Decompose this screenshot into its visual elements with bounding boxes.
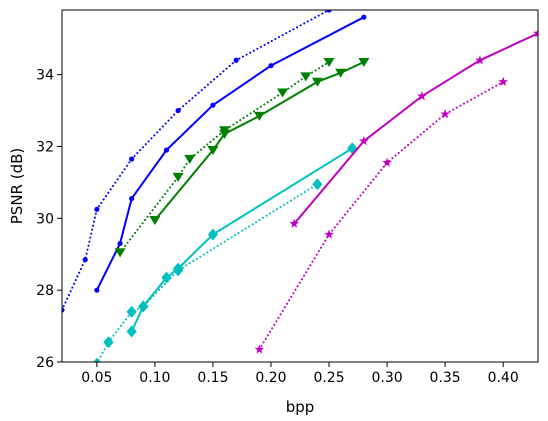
data-point [163,147,170,153]
data-point [335,68,347,78]
data-point [126,325,137,338]
data-point [161,271,172,284]
series-3 [149,57,370,226]
data-point [175,107,181,114]
data-point [253,111,265,121]
data-point [219,129,231,139]
series-6 [254,76,508,354]
data-point [326,10,332,13]
series-0 [62,10,332,313]
series-line [130,147,353,332]
data-point [268,63,274,69]
y-axis-label: PSNR (dB) [8,148,26,225]
y-axis: 26 28 30 32 34 [36,68,62,371]
data-point [324,229,334,239]
data-point [210,102,216,108]
data-point [533,28,538,38]
data-point [382,157,392,167]
data-point [114,248,126,258]
data-point [82,257,88,263]
series-line [258,80,505,351]
x-tick-label: 0.30 [371,370,402,386]
data-point [312,178,323,191]
data-point [358,57,370,68]
data-point [103,336,114,349]
series-line [62,10,331,311]
data-point [475,55,485,65]
data-point [323,57,335,68]
data-point [254,344,265,354]
data-point [172,262,184,275]
data-point [207,145,219,156]
series-line [96,183,319,362]
x-axis-label: bpp [286,398,315,416]
series-4 [93,178,323,362]
data-point [149,215,161,226]
data-point [94,287,100,293]
x-tick-label: 0.40 [488,370,519,386]
data-point [126,305,137,318]
series-line [119,61,331,254]
data-point [359,136,369,146]
data-point [117,240,123,247]
series-5 [126,142,358,338]
x-tick-label: 0.05 [81,370,112,386]
data-point [172,172,184,182]
x-tick-label: 0.35 [430,370,461,386]
series-line [154,61,365,221]
x-tick-label: 0.25 [313,370,344,386]
x-tick-label: 0.10 [139,370,170,386]
data-point [300,72,312,82]
series-layer [62,10,538,362]
data-point [233,57,239,63]
y-tick-label: 30 [36,211,54,227]
data-point [138,300,149,313]
series-2 [114,57,335,258]
series-1 [94,14,367,293]
data-point [129,195,135,202]
data-point [347,142,358,155]
x-tick-label: 0.20 [255,370,286,386]
data-point [184,154,196,165]
series-7 [289,28,538,228]
data-point [129,156,135,162]
data-point [207,228,219,241]
y-tick-label: 34 [36,68,54,84]
data-point [62,307,65,313]
data-point [311,77,323,87]
y-tick-label: 26 [36,355,54,371]
data-point [289,218,299,228]
data-point [93,357,101,362]
x-axis: 0.05 0.10 0.15 0.20 0.25 0.30 0.35 0.40 [81,362,519,386]
data-point [94,206,100,212]
data-point [277,88,289,98]
x-tick-label: 0.15 [197,370,228,386]
data-point [361,14,367,20]
plot-frame [61,9,539,363]
data-point [498,76,508,86]
data-point [417,91,427,101]
y-tick-label: 32 [36,139,54,155]
y-tick-label: 28 [36,283,54,299]
data-point [440,109,450,119]
